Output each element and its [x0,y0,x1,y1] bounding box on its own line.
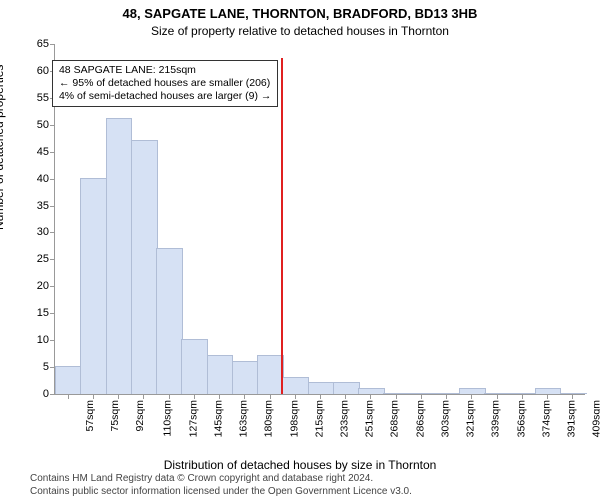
histogram-bar [156,248,183,394]
histogram-bar [358,388,385,394]
y-axis-label: Number of detached properties [0,65,6,230]
chart-plot-area: 05101520253035404550556065 57sqm75sqm92s… [54,44,585,395]
attribution-line-2: Contains public sector information licen… [30,486,590,499]
y-tick-label: 10 [37,334,49,346]
y-tick-label: 55 [37,92,49,104]
x-tick-label: 303sqm [440,400,452,437]
x-tick-label: 92sqm [134,400,146,432]
x-tick [497,394,498,399]
x-tick-label: 286sqm [414,400,426,437]
x-tick-label: 75sqm [109,400,121,432]
histogram-bar [484,393,511,394]
x-tick [471,394,472,399]
histogram-bar [409,393,436,394]
x-tick [446,394,447,399]
x-tick-label: 145sqm [212,400,224,437]
x-tick-label: 268sqm [389,400,401,437]
x-tick-label: 374sqm [541,400,553,437]
x-tick-label: 409sqm [591,400,600,437]
reference-line [281,58,283,394]
attribution-line-1: Contains HM Land Registry data © Crown c… [30,473,590,486]
y-tick-label: 50 [37,119,49,131]
y-tick-label: 35 [37,200,49,212]
x-tick-label: 356sqm [515,400,527,437]
chart-title-subtitle: Size of property relative to detached ho… [0,24,600,38]
histogram-bar [282,377,309,394]
x-tick-label: 391sqm [566,400,578,437]
x-tick-label: 321sqm [465,400,477,437]
x-tick [93,394,94,399]
y-tick-label: 0 [43,388,49,400]
histogram-bar [131,140,158,394]
x-tick [143,394,144,399]
histogram-bar [232,361,259,394]
x-tick [547,394,548,399]
x-tick-label: 57sqm [83,400,95,432]
attribution-text: Contains HM Land Registry data © Crown c… [30,473,590,498]
y-tick-label: 15 [37,307,49,319]
x-tick [295,394,296,399]
x-tick [370,394,371,399]
x-axis-label: Distribution of detached houses by size … [0,458,600,472]
histogram-bar [333,382,360,394]
x-tick-label: 251sqm [364,400,376,437]
x-tick-label: 110sqm [162,400,174,437]
x-tick [68,394,69,399]
x-tick [270,394,271,399]
x-tick [345,394,346,399]
x-tick [522,394,523,399]
x-tick [169,394,170,399]
x-tick [320,394,321,399]
annotation-line-3: 4% of semi-detached houses are larger (9… [59,90,271,103]
chart-title-address: 48, SAPGATE LANE, THORNTON, BRADFORD, BD… [0,6,600,21]
x-tick-label: 233sqm [339,400,351,437]
y-tick-label: 30 [37,226,49,238]
y-tick-label: 25 [37,253,49,265]
y-tick-label: 45 [37,146,49,158]
histogram-bar [308,382,335,394]
x-tick [572,394,573,399]
histogram-bar [510,393,537,394]
annotation-line-2: ← 95% of detached houses are smaller (20… [59,77,271,90]
x-tick-label: 180sqm [263,400,275,437]
y-tick-label: 5 [43,361,49,373]
x-tick [118,394,119,399]
annotation-line-1: 48 SAPGATE LANE: 215sqm [59,64,271,77]
histogram-bar [106,118,133,394]
histogram-bar [55,366,82,394]
histogram-bar [181,339,208,394]
x-tick-label: 163sqm [238,400,250,437]
x-tick-label: 127sqm [187,400,199,437]
y-tick-label: 20 [37,280,49,292]
x-tick [219,394,220,399]
x-tick [194,394,195,399]
annotation-box: 48 SAPGATE LANE: 215sqm ← 95% of detache… [52,60,278,107]
x-tick-label: 198sqm [288,400,300,437]
y-tick-label: 60 [37,65,49,77]
histogram-bar [80,178,107,394]
histogram-bar [257,355,284,394]
histogram-bar [383,393,410,394]
y-tick-label: 65 [37,38,49,50]
x-tick [244,394,245,399]
x-tick [421,394,422,399]
x-tick [396,394,397,399]
x-tick-label: 339sqm [490,400,502,437]
y-tick-label: 40 [37,173,49,185]
histogram-bar [207,355,234,394]
x-tick-label: 215sqm [313,400,325,437]
